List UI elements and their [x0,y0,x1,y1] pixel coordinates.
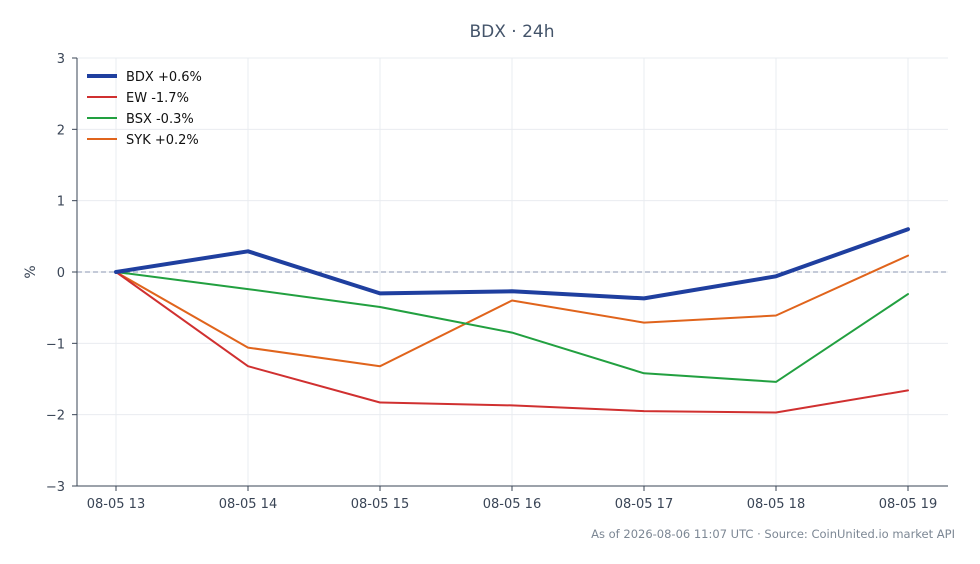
y-tick-label: −2 [46,409,65,424]
legend-entry-label: BDX +0.6% [126,70,202,85]
y-tick-label: 1 [57,195,65,210]
x-tick-label: 08-05 18 [747,497,805,512]
y-tick-label: 3 [57,52,65,67]
x-tick-label: 08-05 14 [219,497,277,512]
x-tick-label: 08-05 15 [351,497,409,512]
x-tick-label: 08-05 19 [879,497,937,512]
x-axis-ticks: 08-05 13 08-05 14 08-05 15 08-05 16 08-05 17… [87,486,937,512]
y-tick-label: −3 [46,480,65,495]
series-line-syk [115,254,909,368]
legend-entry-label: BSX -0.3% [126,112,194,127]
legend-entry-label: SYK +0.2% [126,133,199,148]
series-line-bsx [115,271,909,383]
series-line-ew [115,271,909,414]
y-tick-label: 0 [57,266,65,281]
y-tick-label: −1 [46,337,65,352]
y-axis-ticks: 3 2 1 0 −1 −2 −3 [46,52,77,495]
x-tick-label: 08-05 16 [483,497,541,512]
y-axis-label: % [23,265,39,278]
chart-title: BDX · 24h [469,22,554,42]
legend-entry-label: EW -1.7% [126,91,189,106]
x-tick-label: 08-05 17 [615,497,673,512]
x-tick-label: 08-05 13 [87,497,145,512]
series-line-bdx [114,227,910,301]
source-footer: As of 2026-08-06 11:07 UTC · Source: Coi… [591,527,955,541]
legend: BDX +0.6% EW -1.7% BSX -0.3% SYK +0.2% [87,70,202,148]
y-tick-label: 2 [57,123,65,138]
series-lines [114,227,910,414]
